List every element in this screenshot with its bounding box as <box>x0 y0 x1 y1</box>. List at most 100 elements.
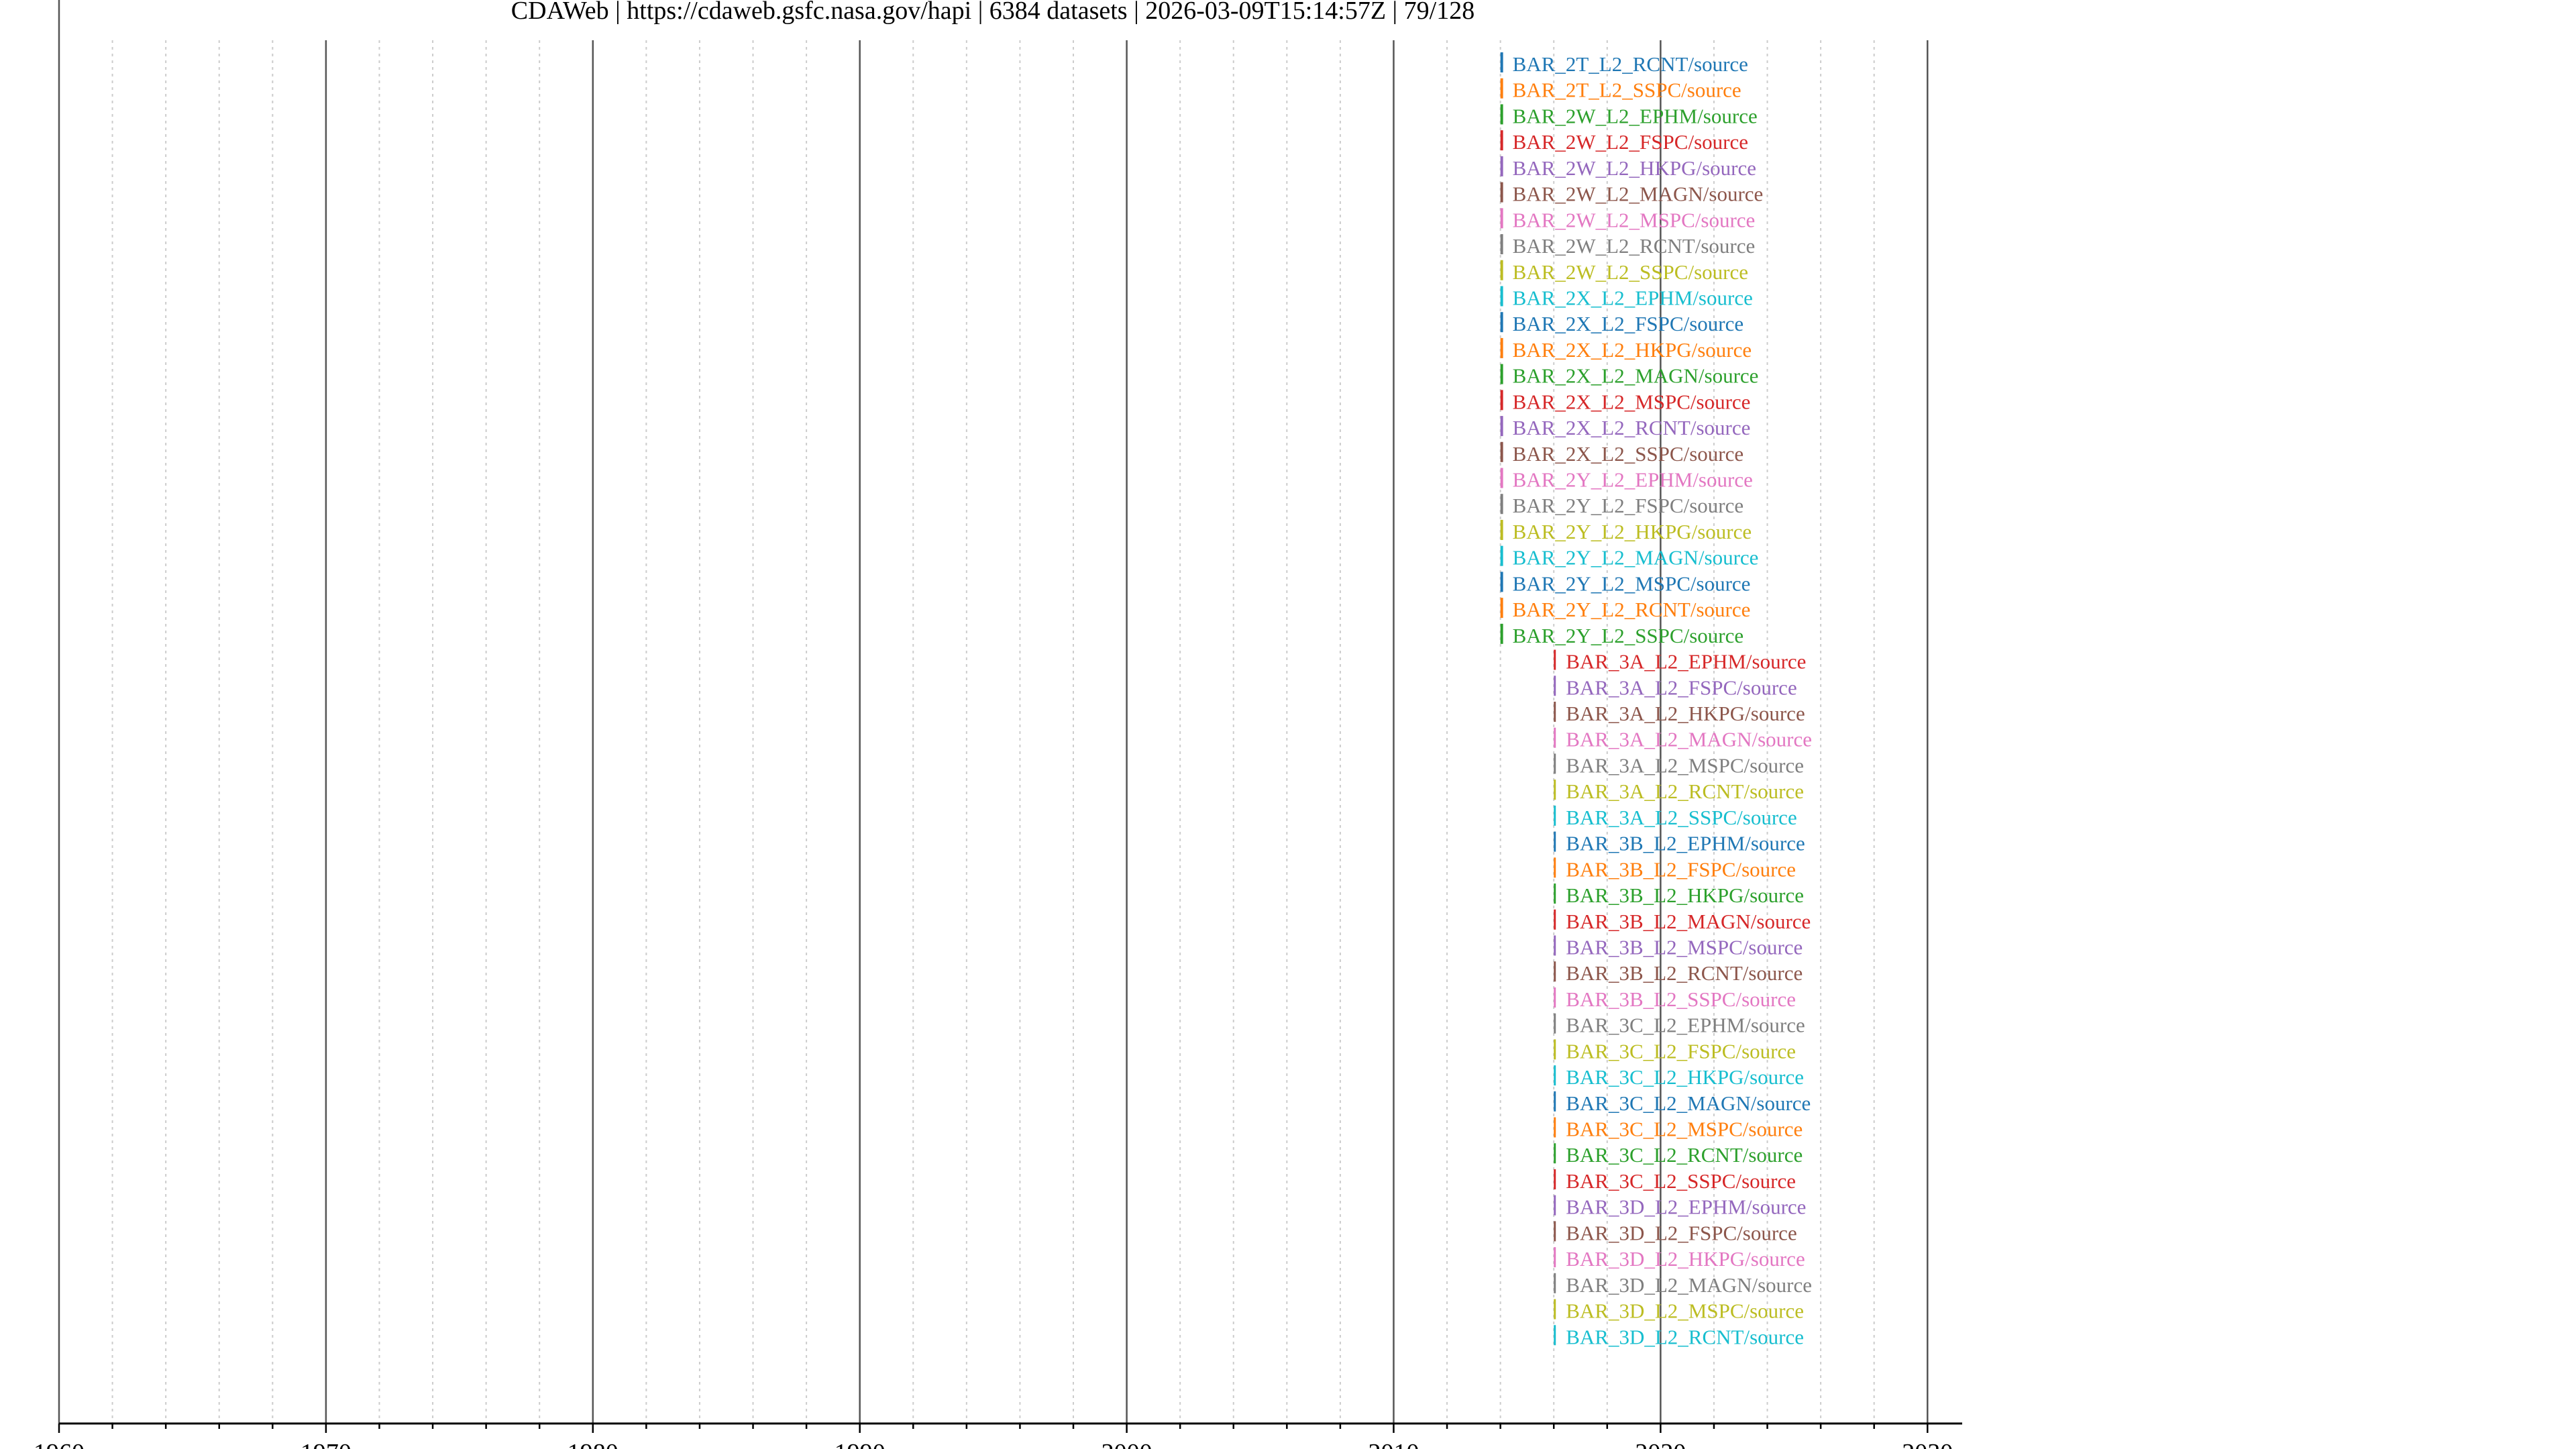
dataset-bar <box>1500 130 1503 151</box>
dataset-label: BAR_3C_L2_MSPC/source <box>1566 1118 1803 1141</box>
dataset-label: BAR_3B_L2_SSPC/source <box>1566 987 1796 1011</box>
dataset-bar <box>1554 883 1556 904</box>
dataset-label: BAR_2Y_L2_MAGN/source <box>1513 546 1759 570</box>
dataset-label: BAR_2W_L2_FSPC/source <box>1513 130 1748 154</box>
dataset-label: BAR_2Y_L2_SSPC/source <box>1513 624 1743 647</box>
dataset-label: BAR_3A_L2_RCNT/source <box>1566 780 1804 803</box>
dataset-label: BAR_2W_L2_MSPC/source <box>1513 208 1756 231</box>
dataset-label: BAR_2Y_L2_MSPC/source <box>1513 572 1751 595</box>
dataset-label: BAR_2X_L2_FSPC/source <box>1513 312 1743 335</box>
dataset-bar <box>1554 702 1556 722</box>
dataset-label: BAR_3B_L2_HKPG/source <box>1566 883 1804 907</box>
dataset-label: BAR_3D_L2_EPHM/source <box>1566 1195 1806 1219</box>
dataset-label: BAR_2W_L2_MAGN/source <box>1513 182 1764 206</box>
x-tick-label: 2000 <box>1102 1439 1152 1449</box>
dataset-label: BAR_2T_L2_SSPC/source <box>1513 78 1741 102</box>
dataset-bar <box>1500 623 1503 644</box>
dataset-label: BAR_3B_L2_RCNT/source <box>1566 961 1803 985</box>
dataset-bar <box>1500 416 1503 437</box>
dataset-label: BAR_3A_L2_MAGN/source <box>1566 728 1812 751</box>
dataset-bar <box>1554 935 1556 956</box>
dataset-label: BAR_2X_L2_MAGN/source <box>1513 364 1759 388</box>
dataset-bar <box>1500 390 1503 411</box>
dataset-bar <box>1554 961 1556 982</box>
dataset-bar <box>1554 987 1556 1008</box>
x-tick-label: 1970 <box>301 1439 352 1449</box>
dataset-bar <box>1500 52 1503 72</box>
dataset-label: BAR_3B_L2_EPHM/source <box>1566 832 1805 855</box>
dataset-label: BAR_3D_L2_MAGN/source <box>1566 1273 1812 1297</box>
dataset-label: BAR_2T_L2_RCNT/source <box>1513 52 1748 76</box>
dataset-label: BAR_3D_L2_RCNT/source <box>1566 1325 1804 1348</box>
dataset-label: BAR_3D_L2_HKPG/source <box>1566 1247 1805 1271</box>
dataset-bar <box>1500 208 1503 229</box>
dataset-bar <box>1500 337 1503 358</box>
dataset-bar <box>1554 676 1556 696</box>
dataset-label: BAR_2X_L2_RCNT/source <box>1513 416 1751 439</box>
dataset-bar <box>1554 1221 1556 1242</box>
dataset-bar <box>1500 598 1503 619</box>
dataset-label: BAR_3B_L2_MSPC/source <box>1566 935 1803 959</box>
dataset-bar <box>1500 260 1503 280</box>
x-tick-label: 2030 <box>1902 1439 1953 1449</box>
dataset-labels: BAR_2T_L2_RCNT/sourceBAR_2T_L2_SSPC/sour… <box>1513 52 1812 1348</box>
dataset-bar <box>1554 1195 1556 1216</box>
dataset-label: BAR_2W_L2_EPHM/source <box>1513 104 1758 127</box>
dataset-label: BAR_2X_L2_HKPG/source <box>1513 338 1752 362</box>
dataset-bar <box>1500 286 1503 307</box>
dataset-bar <box>1500 104 1503 125</box>
dataset-label: BAR_2W_L2_RCNT/source <box>1513 234 1756 258</box>
dataset-bar <box>1554 831 1556 852</box>
dataset-label: BAR_3D_L2_MSPC/source <box>1566 1299 1804 1323</box>
dataset-label: BAR_2X_L2_SSPC/source <box>1513 442 1743 466</box>
x-tick-label: 2010 <box>1368 1439 1419 1449</box>
dataset-bar <box>1554 649 1556 670</box>
dataset-bar <box>1500 234 1503 255</box>
dataset-bar <box>1554 805 1556 826</box>
dataset-label: BAR_3C_L2_MAGN/source <box>1566 1091 1811 1115</box>
dataset-label: BAR_2X_L2_MSPC/source <box>1513 390 1751 413</box>
dataset-label: BAR_3A_L2_HKPG/source <box>1566 702 1805 725</box>
dataset-label: BAR_3C_L2_SSPC/source <box>1566 1169 1796 1193</box>
x-axis: 1960 1970 1980 1990 2000 2010 2020 2030 <box>34 1422 1962 1449</box>
dataset-label: BAR_2W_L2_SSPC/source <box>1513 260 1748 284</box>
dataset-label: BAR_3A_L2_SSPC/source <box>1566 806 1796 829</box>
dataset-bar <box>1554 1247 1556 1268</box>
dataset-label: BAR_3A_L2_MSPC/source <box>1566 753 1804 777</box>
dataset-bar <box>1554 857 1556 878</box>
dataset-bar <box>1554 780 1556 800</box>
dataset-bar <box>1554 1325 1556 1346</box>
dataset-bar <box>1500 468 1503 488</box>
chart-header: CDAWeb | https://cdaweb.gsfc.nasa.gov/ha… <box>511 0 1474 25</box>
dataset-bar <box>1500 182 1503 203</box>
dataset-bar <box>1500 78 1503 99</box>
x-tick-label: 1990 <box>835 1439 885 1449</box>
major-gridlines <box>58 0 1929 1424</box>
dataset-bar <box>1554 1065 1556 1086</box>
dataset-bars <box>1500 52 1556 1346</box>
x-tick-label: 1980 <box>568 1439 619 1449</box>
dataset-label: BAR_2X_L2_EPHM/source <box>1513 286 1753 309</box>
dataset-bar <box>1500 494 1503 515</box>
dataset-bar <box>1500 364 1503 384</box>
dataset-bar <box>1554 1143 1556 1164</box>
dataset-label: BAR_2Y_L2_RCNT/source <box>1513 598 1751 621</box>
x-tick-label: 1960 <box>34 1439 85 1449</box>
dataset-bar <box>1500 312 1503 333</box>
dataset-bar <box>1554 753 1556 774</box>
dataset-bar <box>1554 1169 1556 1189</box>
dataset-bar <box>1554 1299 1556 1320</box>
dataset-label: BAR_2Y_L2_EPHM/source <box>1513 468 1753 492</box>
dataset-label: BAR_3B_L2_MAGN/source <box>1566 910 1811 933</box>
dataset-bar <box>1500 572 1503 592</box>
dataset-bar <box>1554 909 1556 930</box>
dataset-label: BAR_3C_L2_HKPG/source <box>1566 1065 1804 1089</box>
dataset-label: BAR_3C_L2_RCNT/source <box>1566 1143 1803 1167</box>
dataset-label: BAR_2Y_L2_HKPG/source <box>1513 520 1752 543</box>
dataset-bar <box>1554 1273 1556 1293</box>
dataset-bar <box>1554 1117 1556 1138</box>
dataset-label: BAR_2W_L2_HKPG/source <box>1513 156 1756 180</box>
dataset-bar <box>1554 1013 1556 1034</box>
dataset-label: BAR_3B_L2_FSPC/source <box>1566 857 1796 881</box>
